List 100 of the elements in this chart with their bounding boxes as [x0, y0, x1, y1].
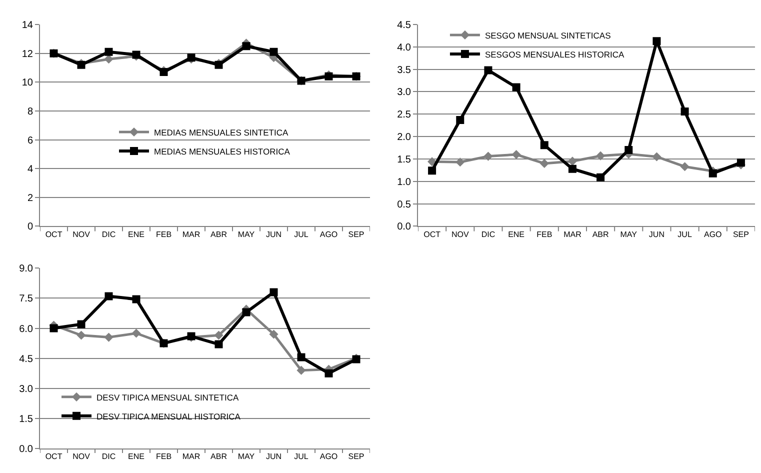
legend-label: DESV TIPICA MENSUAL HISTORICA — [96, 411, 241, 422]
x-tick-label: MAY — [238, 230, 256, 239]
point — [512, 83, 520, 92]
y-tick-label: 7.5 — [19, 294, 34, 305]
y-tick-label: 4.0 — [397, 42, 412, 54]
x-tick-label: JUL — [294, 230, 309, 239]
x-tick-label: NOV — [72, 452, 91, 462]
x-tick-label: AGO — [320, 230, 338, 239]
y-tick-label: 4 — [27, 164, 34, 176]
y-tick-label: 1.5 — [19, 414, 34, 425]
x-tick-label: ENE — [128, 230, 144, 239]
point — [296, 366, 306, 375]
x-tick-label: MAY — [238, 452, 256, 462]
y-tick-label: 1.0 — [397, 176, 412, 188]
x-tick-label: SEP — [732, 230, 749, 239]
x-tick-label: JUN — [266, 230, 282, 239]
x-tick-label: OCT — [424, 230, 441, 239]
point — [214, 340, 223, 348]
x-tick-label: FEB — [156, 230, 172, 239]
point — [456, 158, 465, 167]
y-tick-label: 1.5 — [397, 154, 412, 166]
point — [77, 320, 86, 328]
y-tick-label: 2.5 — [397, 110, 412, 121]
point — [270, 288, 278, 296]
x-tick-label: DIC — [102, 452, 116, 462]
point — [736, 158, 745, 167]
point — [214, 330, 224, 340]
point — [596, 151, 606, 160]
legend-label: SESGOS MENSUALES HISTORICA — [484, 49, 624, 60]
y-tick-label: 0.0 — [19, 444, 34, 455]
point — [242, 42, 250, 50]
point — [104, 54, 114, 64]
legend-label: SESGO MENSUAL SINTETICAS — [484, 30, 612, 40]
x-tick-label: JUL — [678, 230, 692, 239]
point — [104, 332, 114, 342]
y-tick-label: 4.5 — [19, 354, 34, 365]
point — [297, 353, 306, 362]
point — [540, 141, 548, 150]
x-tick-label: ENE — [128, 452, 144, 462]
point — [132, 328, 141, 338]
point — [484, 66, 492, 74]
y-tick-label: 3.0 — [397, 87, 412, 98]
point — [104, 292, 113, 300]
x-tick-label: ABR — [210, 230, 228, 239]
point — [512, 150, 521, 160]
x-tick-label: AGO — [704, 230, 722, 239]
point — [270, 48, 278, 56]
y-tick-label: 0.0 — [397, 222, 412, 233]
point — [50, 324, 58, 332]
point — [76, 330, 86, 340]
point — [708, 169, 717, 178]
x-tick-label: NOV — [451, 230, 470, 239]
x-tick-label: NOV — [72, 230, 91, 239]
y-tick-label: 6 — [27, 135, 34, 146]
x-tick-label: MAR — [182, 230, 200, 239]
y-tick-label: 0.5 — [397, 199, 412, 210]
x-tick-label: OCT — [45, 452, 62, 462]
x-tick-label: ABR — [592, 230, 609, 239]
x-tick-label: AGO — [320, 452, 338, 462]
x-tick-label: FEB — [156, 452, 172, 462]
y-tick-label: 2 — [27, 192, 34, 204]
y-tick-label: 10 — [22, 78, 34, 89]
x-tick-label: FEB — [536, 230, 552, 239]
point — [624, 146, 633, 154]
point — [568, 156, 578, 166]
point — [104, 48, 113, 56]
x-tick-label: SEP — [348, 452, 364, 462]
x-tick-label: JUL — [294, 452, 309, 462]
point — [269, 330, 278, 339]
point — [680, 162, 690, 172]
y-tick-label: 3.5 — [397, 64, 412, 76]
point — [652, 37, 661, 46]
point — [680, 107, 689, 116]
x-tick-label: JUN — [266, 452, 282, 462]
x-tick-label: MAR — [564, 230, 582, 239]
y-tick-label: 9.0 — [19, 264, 34, 275]
x-tick-label: JUN — [648, 230, 665, 239]
x-tick-label: ABR — [210, 452, 228, 462]
x-tick-label: MAY — [620, 230, 638, 239]
x-tick-label: ENE — [508, 230, 525, 239]
y-tick-label: 4.5 — [397, 20, 412, 31]
point — [242, 308, 250, 316]
point — [428, 166, 436, 175]
y-tick-label: 14 — [22, 20, 34, 31]
legend-label: MEDIAS MENSUALES HISTORICA — [154, 146, 290, 156]
legend-label: MEDIAS MENSUALES SINTETICA — [154, 127, 288, 138]
x-tick-label: DIC — [481, 230, 496, 239]
point — [596, 173, 605, 182]
x-tick-label: MAR — [182, 452, 200, 462]
point — [484, 152, 493, 161]
point — [324, 369, 333, 378]
x-tick-label: OCT — [45, 230, 62, 239]
y-tick-label: 2.0 — [397, 132, 412, 144]
y-tick-label: 6.0 — [19, 324, 34, 335]
point — [456, 116, 464, 124]
y-tick-label: 12 — [22, 48, 34, 60]
x-tick-label: DIC — [102, 230, 116, 239]
point — [132, 295, 140, 304]
y-tick-label: 3.0 — [19, 384, 34, 395]
point — [427, 157, 437, 166]
